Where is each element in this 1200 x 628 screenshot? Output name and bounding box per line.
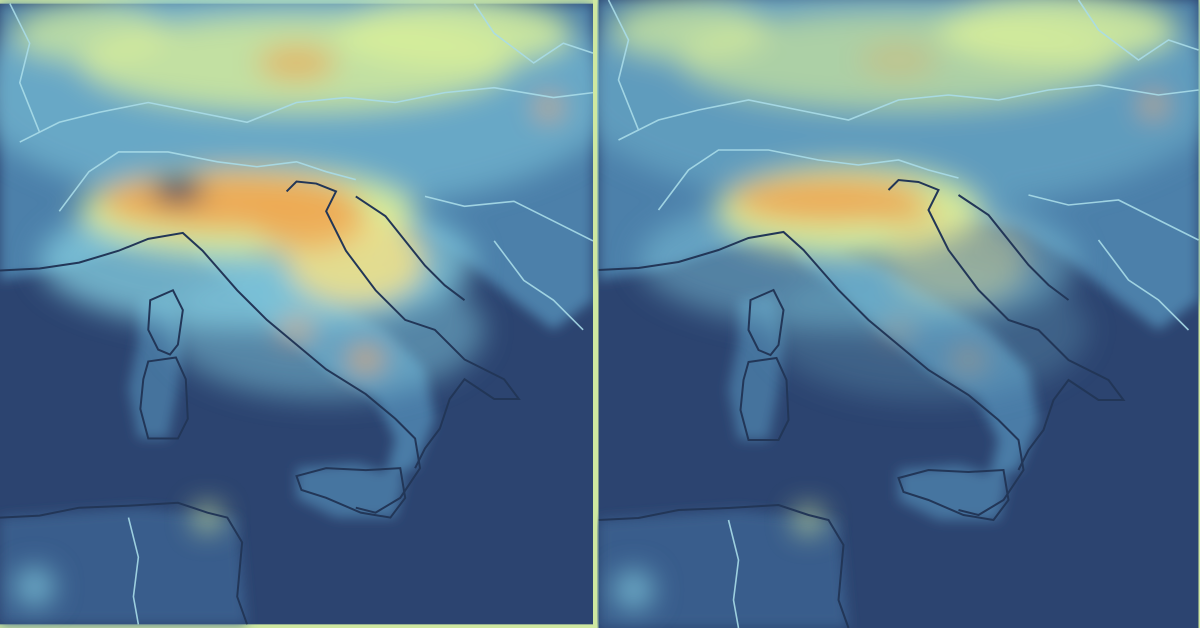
sardinia-coastline [139, 356, 189, 440]
alpine-border [19, 86, 593, 143]
sicily-coastline [897, 468, 1010, 522]
no2-map-before [0, 0, 593, 625]
map-panel-before [0, 0, 593, 628]
italy-east-coastline [285, 180, 521, 469]
panel-divider [593, 0, 597, 628]
map-panel-after [597, 0, 1200, 628]
north-africa-coastline [0, 501, 249, 625]
central-europe-border [473, 3, 593, 64]
france-switzerland-border [9, 3, 41, 133]
balkan-border-mid [493, 240, 584, 331]
italy-north-border [657, 149, 959, 211]
no2-map-after [597, 0, 1200, 628]
croatia-coastline [355, 195, 466, 301]
no2-concentration-layer [0, 0, 593, 607]
balkan-border-north [1028, 194, 1199, 241]
central-europe-border [1077, 0, 1199, 61]
algeria-tunisia-border [727, 519, 740, 628]
national-borders [9, 3, 593, 625]
algeria-tunisia-border [127, 517, 140, 625]
coastlines [0, 180, 521, 625]
sardinia-coastline [739, 356, 790, 441]
italy-west-coastline [0, 231, 422, 514]
croatia-coastline [957, 194, 1070, 301]
france-switzerland-border [607, 0, 640, 131]
national-borders [607, 0, 1199, 628]
sicily-coastline [295, 467, 407, 519]
corsica-coastline [747, 288, 785, 357]
balkan-border-north [424, 195, 593, 242]
alpine-border [618, 84, 1199, 141]
coastlines [598, 178, 1126, 628]
corsica-coastline [147, 289, 184, 356]
no2-concentration-layer [597, 0, 1200, 610]
italy-west-coastline [598, 230, 1025, 517]
italy-north-border [58, 151, 357, 212]
italy-east-coastline [887, 178, 1126, 471]
north-africa-coastline [598, 503, 850, 628]
balkan-border-mid [1097, 239, 1190, 331]
